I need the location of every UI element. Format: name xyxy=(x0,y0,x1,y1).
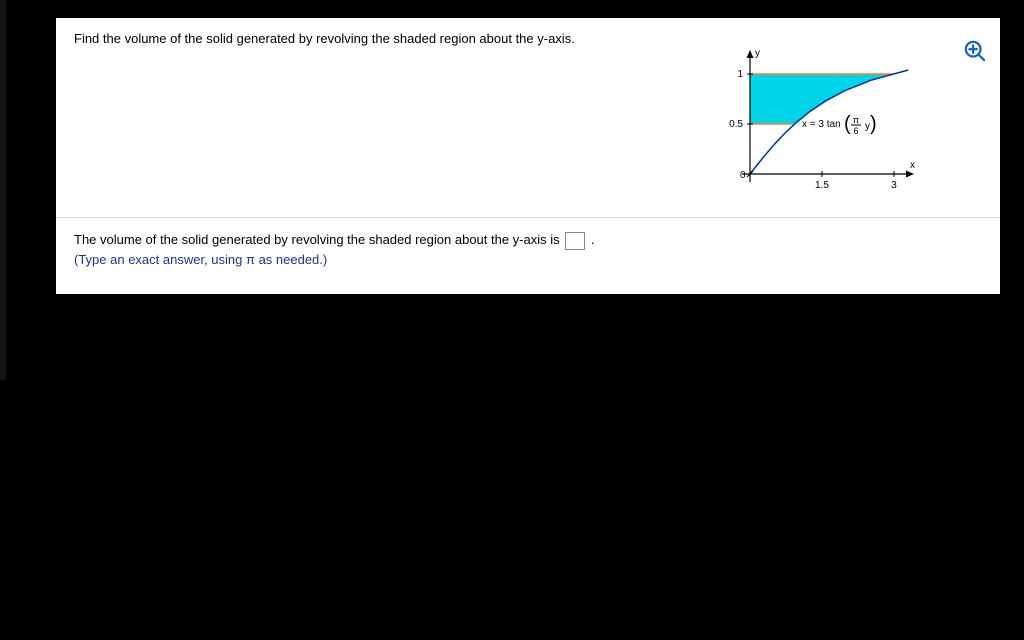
answer-line-prefix: The volume of the solid generated by rev… xyxy=(74,232,563,247)
left-strip xyxy=(0,0,6,380)
svg-text:0: 0 xyxy=(740,170,746,181)
svg-text:y: y xyxy=(755,48,760,59)
answer-line-suffix: . xyxy=(591,232,595,247)
svg-text:6: 6 xyxy=(853,126,858,136)
answer-hint: (Type an exact answer, using π as needed… xyxy=(74,252,327,267)
question-section: Find the volume of the solid generated b… xyxy=(56,18,1000,218)
question-card: Find the volume of the solid generated b… xyxy=(56,18,1000,294)
svg-text:3: 3 xyxy=(891,180,897,191)
svg-text:1.5: 1.5 xyxy=(815,180,829,191)
svg-text:1: 1 xyxy=(737,69,743,80)
svg-text:x: x xyxy=(910,160,915,171)
zoom-icon[interactable] xyxy=(964,40,986,62)
svg-text:0.5: 0.5 xyxy=(729,119,743,130)
answer-input-box[interactable] xyxy=(565,232,585,250)
svg-text:): ) xyxy=(870,113,877,135)
svg-text:π: π xyxy=(853,115,859,125)
svg-text:(: ( xyxy=(844,113,851,135)
answer-section: The volume of the solid generated by rev… xyxy=(56,218,1000,281)
graph: yx01.530.51x = 3 tan(π6y) xyxy=(710,44,950,204)
svg-text:x = 3 tan: x = 3 tan xyxy=(802,119,841,130)
